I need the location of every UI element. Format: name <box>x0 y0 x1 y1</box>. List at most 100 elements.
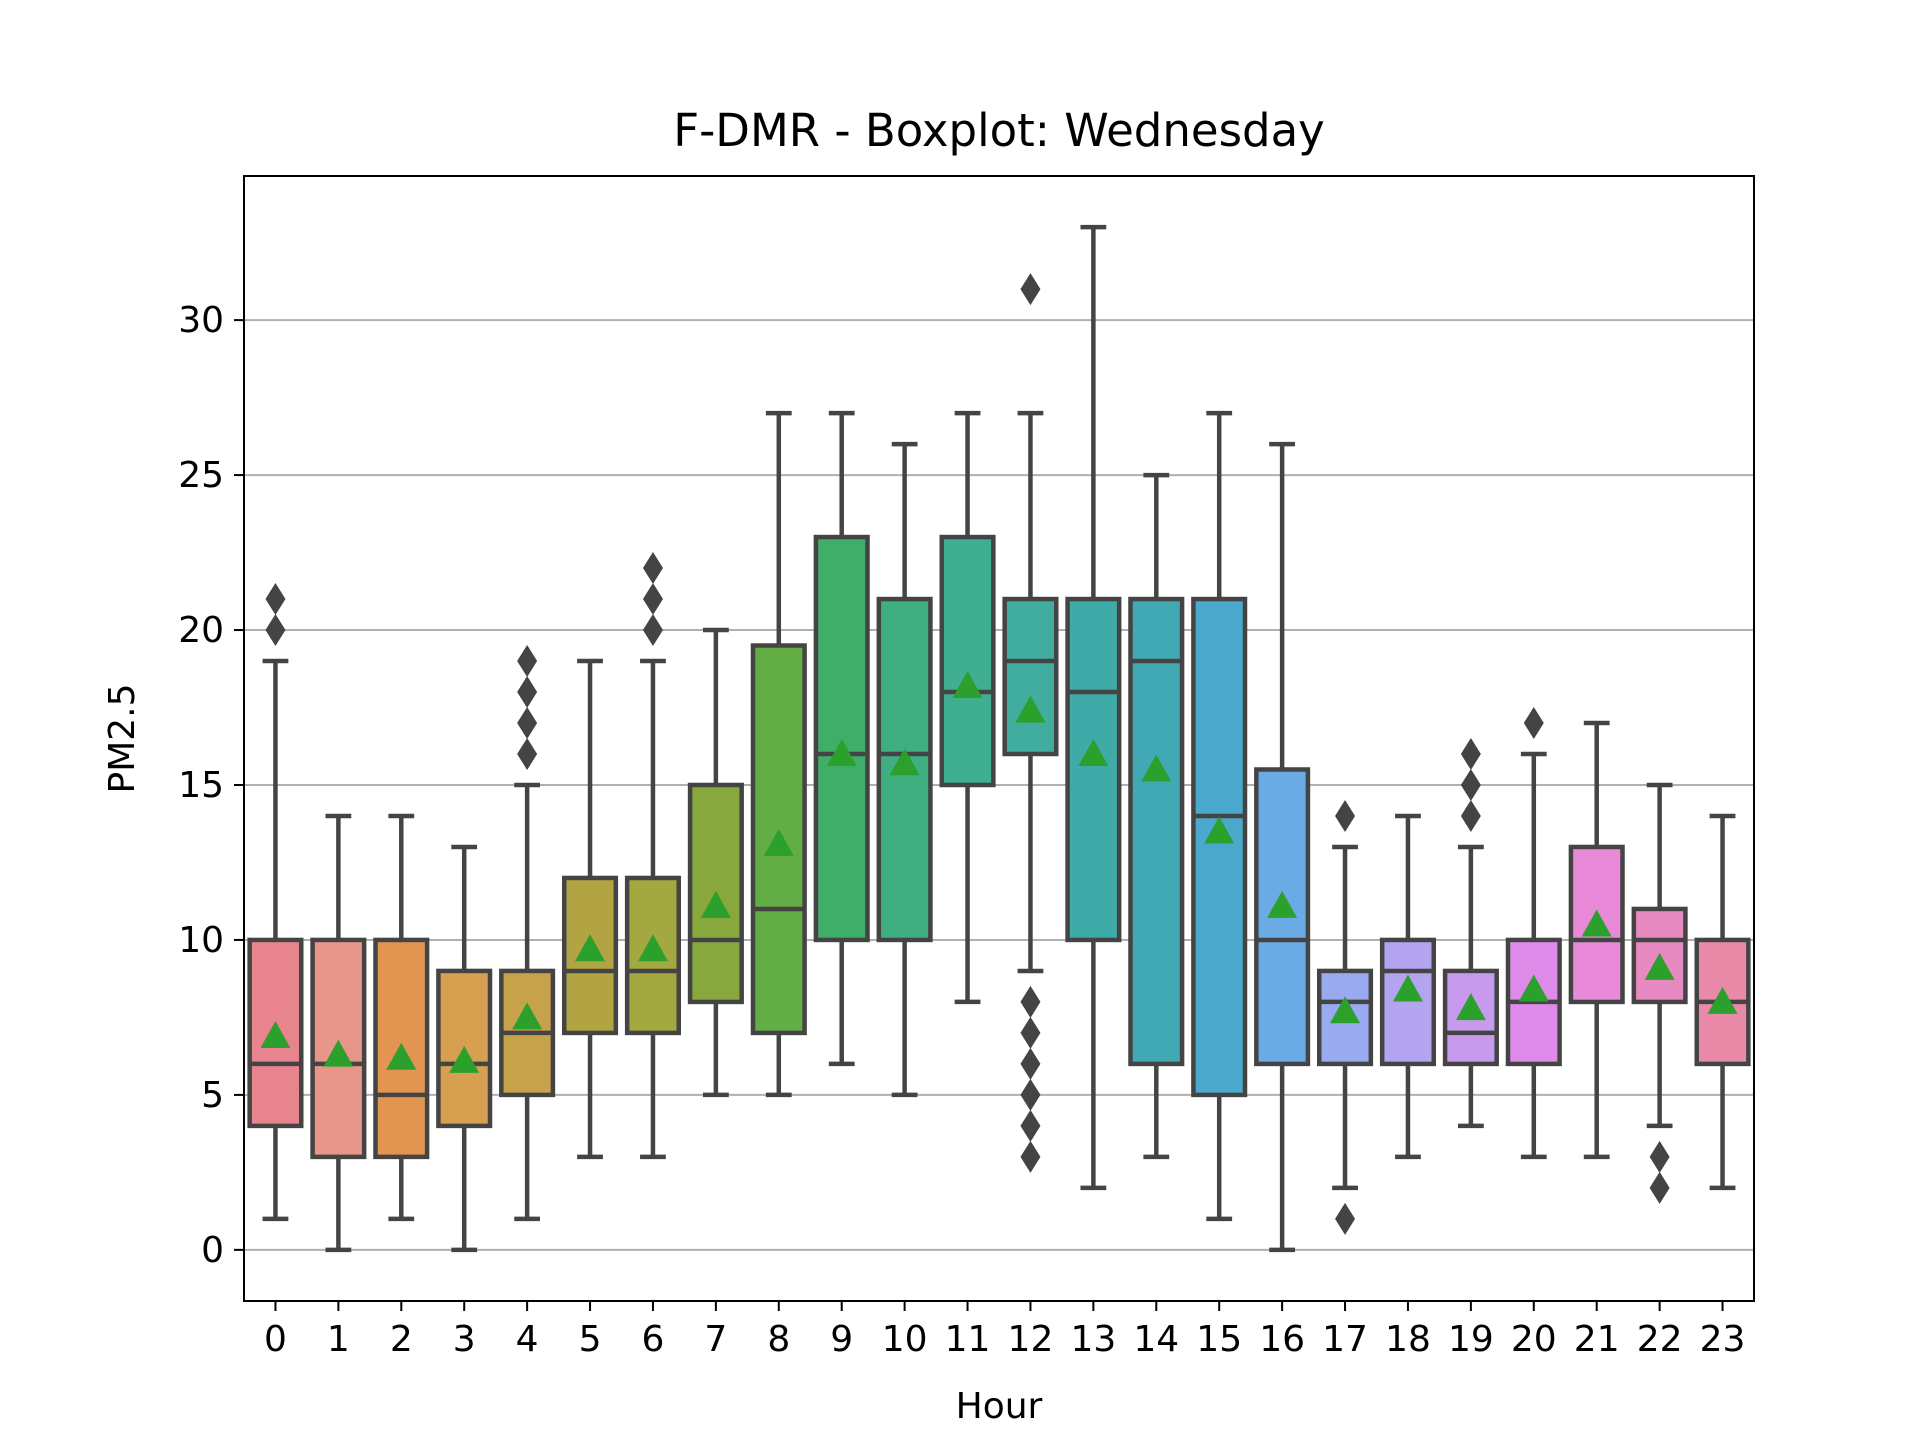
box-hour-2 <box>373 813 430 1222</box>
iqr-box <box>1379 937 1437 1067</box>
iqr-box <box>1128 596 1185 1067</box>
x-tick-label: 23 <box>1700 1319 1746 1360</box>
y-tick-label: 15 <box>178 765 224 806</box>
x-tick-label: 6 <box>642 1319 665 1360</box>
boxes-layer <box>247 224 1751 1253</box>
mean-marker <box>1644 952 1675 980</box>
x-tick-label: 0 <box>264 1319 287 1360</box>
outlier-point <box>642 552 663 585</box>
box-hour-8 <box>750 410 807 1098</box>
mean-marker <box>1707 986 1738 1014</box>
box-hour-14 <box>1128 472 1185 1160</box>
y-axis-label: PM2.5 <box>102 683 143 793</box>
outlier-point <box>517 676 538 709</box>
mean-marker <box>1455 993 1486 1021</box>
iqr-box <box>813 534 870 943</box>
plot-frame <box>243 175 1755 1302</box>
x-tick-label: 1 <box>327 1319 350 1360</box>
box-hour-17 <box>1316 799 1374 1235</box>
outlier-point <box>1020 1078 1041 1111</box>
iqr-box <box>1065 596 1122 943</box>
x-tick-label: 22 <box>1637 1319 1683 1360</box>
box-hour-7 <box>687 627 744 1098</box>
iqr-box <box>1002 596 1059 757</box>
outlier-point <box>1649 1140 1670 1173</box>
x-tick-label: 15 <box>1196 1319 1242 1360</box>
outlier-point <box>517 737 538 770</box>
outlier-point <box>642 614 663 647</box>
x-tick-label: 8 <box>767 1319 790 1360</box>
outlier-point <box>1020 1016 1041 1049</box>
box-hour-6 <box>624 552 682 1160</box>
outlier-point <box>517 645 538 678</box>
x-tick-label: 16 <box>1259 1319 1305 1360</box>
outlier-point <box>1020 1140 1041 1173</box>
box-hour-1 <box>310 813 367 1253</box>
box-hour-23 <box>1694 813 1751 1191</box>
x-tick-label: 10 <box>882 1319 928 1360</box>
outlier-point <box>1335 799 1356 832</box>
mean-marker <box>575 934 606 962</box>
box-hour-18 <box>1379 813 1437 1160</box>
box-hour-15 <box>1191 410 1248 1222</box>
mean-marker <box>1392 974 1423 1002</box>
box-hour-20 <box>1505 707 1562 1160</box>
box-hour-10 <box>876 441 933 1098</box>
outlier-point <box>265 614 286 647</box>
y-tick-label: 10 <box>178 920 224 961</box>
outlier-point <box>517 707 538 740</box>
x-tick-label: 19 <box>1448 1319 1494 1360</box>
x-tick-label: 14 <box>1133 1319 1179 1360</box>
x-tick-label: 7 <box>704 1319 727 1360</box>
y-tick-label: 5 <box>201 1075 224 1116</box>
mean-marker <box>449 1045 480 1073</box>
x-tick-label: 2 <box>390 1319 413 1360</box>
mean-marker <box>1015 695 1046 723</box>
outlier-point <box>1335 1202 1356 1235</box>
outlier-point <box>1523 707 1544 740</box>
x-tick-label: 3 <box>453 1319 476 1360</box>
box-hour-13 <box>1065 224 1122 1191</box>
mean-marker <box>700 890 731 918</box>
box-hour-16 <box>1254 441 1311 1253</box>
outlier-point <box>1649 1171 1670 1204</box>
mean-marker <box>1078 738 1109 766</box>
mean-marker <box>889 748 920 776</box>
box-hour-11 <box>939 410 996 1005</box>
x-tick-label: 18 <box>1385 1319 1431 1360</box>
iqr-box <box>1191 596 1248 1098</box>
box-hour-4 <box>499 645 556 1222</box>
mean-marker <box>1204 816 1235 844</box>
outlier-point <box>642 583 663 616</box>
chart-title: F-DMR - Boxplot: Wednesday <box>673 104 1325 157</box>
y-tick-label: 30 <box>178 300 224 341</box>
mean-marker <box>1330 996 1361 1024</box>
x-tick-label: 4 <box>516 1319 539 1360</box>
x-tick-label: 13 <box>1070 1319 1116 1360</box>
x-tick-label: 21 <box>1574 1319 1620 1360</box>
mean-marker <box>637 934 668 962</box>
mean-marker <box>1141 754 1172 782</box>
grid-lines <box>244 319 1754 1251</box>
iqr-box <box>939 534 996 788</box>
outlier-point <box>1460 799 1481 832</box>
x-tick-label: 5 <box>579 1319 602 1360</box>
outlier-point <box>1020 1047 1041 1080</box>
x-tick-label: 20 <box>1511 1319 1557 1360</box>
outlier-point <box>1020 985 1041 1018</box>
outlier-point <box>1460 768 1481 801</box>
outlier-point <box>1020 273 1041 306</box>
box-hour-3 <box>436 844 493 1253</box>
y-tick-label: 20 <box>178 610 224 651</box>
y-tick-label: 0 <box>201 1230 224 1271</box>
box-hour-5 <box>561 658 619 1160</box>
box-hour-19 <box>1442 737 1499 1129</box>
mean-marker <box>1267 890 1298 918</box>
box-hour-0 <box>247 583 304 1222</box>
mean-marker <box>1581 909 1612 937</box>
box-hour-9 <box>813 410 870 1067</box>
mean-marker <box>1518 974 1549 1002</box>
outlier-point <box>1020 1109 1041 1142</box>
mean-marker <box>323 1039 354 1067</box>
x-tick-label: 17 <box>1322 1319 1368 1360</box>
